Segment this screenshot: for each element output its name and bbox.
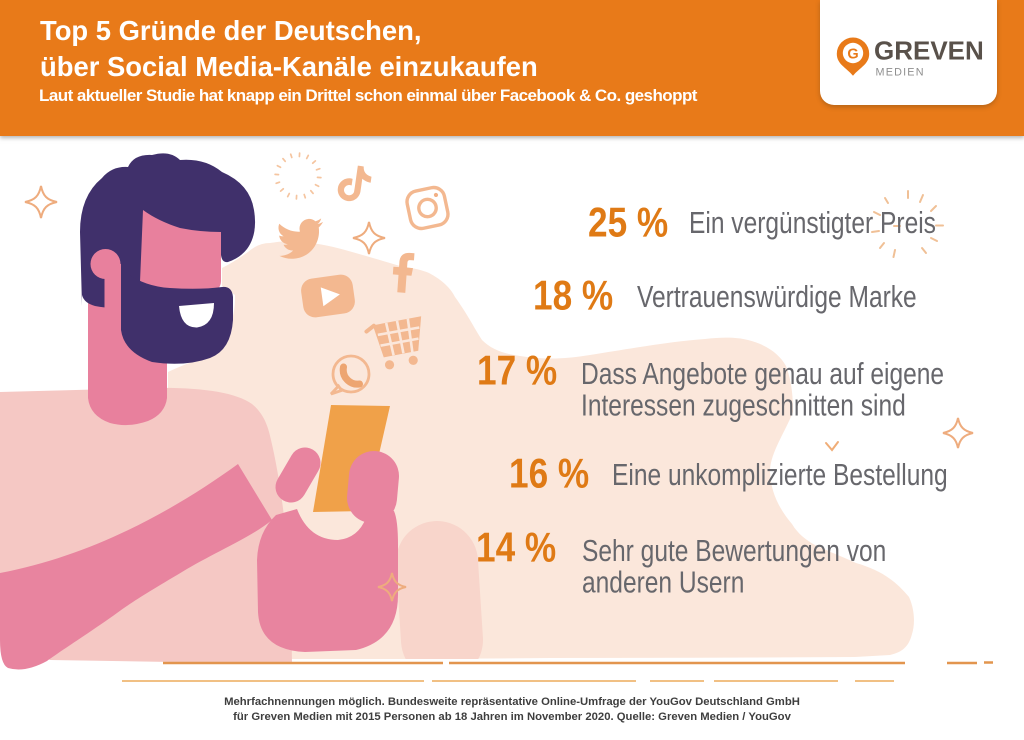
svg-text:G: G	[847, 46, 858, 62]
svg-text:GREVEN: GREVEN	[874, 36, 984, 66]
svg-text:MEDIEN: MEDIEN	[876, 67, 925, 79]
